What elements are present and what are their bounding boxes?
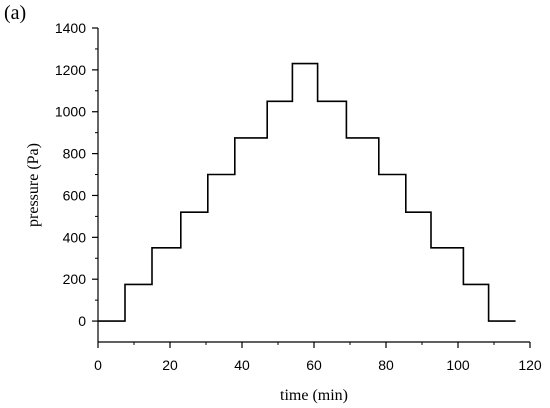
y-tick-label: 0 bbox=[78, 313, 86, 329]
x-tick-label: 20 bbox=[162, 357, 178, 373]
x-tick-label: 60 bbox=[306, 357, 322, 373]
y-tick-label: 1400 bbox=[55, 20, 86, 36]
x-tick-label: 80 bbox=[378, 357, 394, 373]
x-tick-label: 120 bbox=[518, 357, 542, 373]
x-tick-label: 100 bbox=[446, 357, 470, 373]
x-tick-label: 0 bbox=[94, 357, 102, 373]
y-axis-title: pressure (Pa) bbox=[25, 143, 42, 227]
y-tick-label: 400 bbox=[63, 229, 87, 245]
y-tick-label: 600 bbox=[63, 187, 87, 203]
y-tick-label: 1000 bbox=[55, 104, 86, 120]
x-tick-label: 40 bbox=[234, 357, 250, 373]
y-tick-label: 800 bbox=[63, 146, 87, 162]
y-tick-label: 1200 bbox=[55, 62, 86, 78]
axes bbox=[97, 28, 530, 343]
panel-label: (a) bbox=[4, 2, 27, 24]
ticks: 0 200 400 600 800 1000 1200 1400 0 20 40 60 80 100 120 bbox=[55, 20, 542, 373]
series-layer bbox=[98, 62, 516, 322]
y-tick-label: 200 bbox=[63, 271, 87, 287]
series-line-0 bbox=[98, 62, 516, 322]
x-axis-title: time (min) bbox=[280, 387, 348, 404]
